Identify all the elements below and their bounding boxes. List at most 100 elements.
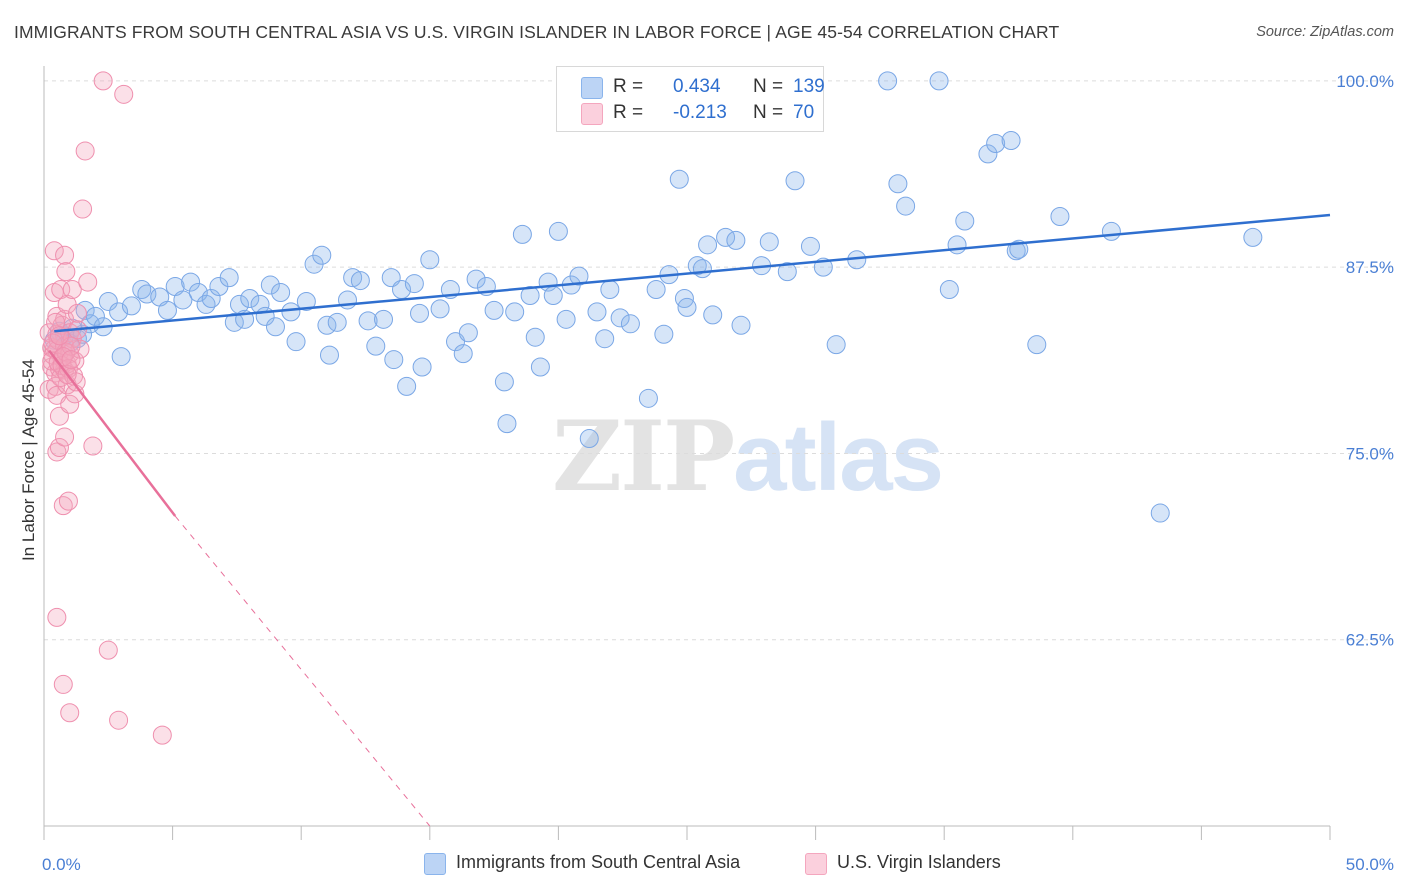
blue-point <box>947 235 967 255</box>
blue-point <box>343 268 363 288</box>
pink-point <box>60 703 80 723</box>
blue-point <box>430 299 450 319</box>
blue-point <box>319 345 339 365</box>
blue-point <box>638 388 658 408</box>
r-value: -0.213 <box>673 102 727 123</box>
pink-point <box>83 436 103 456</box>
blue-point <box>955 211 975 231</box>
blue-point <box>181 272 201 292</box>
pink-point <box>53 674 73 694</box>
blue-point <box>271 283 291 303</box>
blue-point <box>800 236 820 256</box>
blue-point <box>98 291 118 311</box>
blue-point <box>188 283 208 303</box>
blue-point <box>458 323 478 343</box>
blue-point <box>698 235 718 255</box>
blue-point <box>1050 207 1070 227</box>
blue-point <box>595 329 615 349</box>
pink-point <box>73 199 93 219</box>
y-tick-label: 87.5% <box>1346 258 1394 277</box>
blue-point <box>397 376 417 396</box>
pink-point <box>114 84 134 104</box>
chart-title: IMMIGRANTS FROM SOUTH CENTRAL ASIA VS U.… <box>14 22 1060 42</box>
blue-point <box>777 262 797 282</box>
blue-point <box>677 297 697 317</box>
y-axis-label: In Labor Force | Age 45-54 <box>19 359 38 561</box>
blue-point <box>826 335 846 355</box>
blue-point <box>281 302 301 322</box>
blue-point <box>358 311 378 331</box>
pink-point <box>55 245 75 265</box>
blue-point <box>173 290 193 310</box>
blue-point <box>404 274 424 294</box>
blue-point <box>600 280 620 300</box>
blue-point <box>896 196 916 216</box>
pink-swatch <box>581 103 603 125</box>
blue-point <box>505 302 525 322</box>
pink-point <box>78 272 98 292</box>
blue-point <box>888 174 908 194</box>
pink-point <box>93 71 113 91</box>
blue-point <box>939 280 959 300</box>
blue-point <box>654 324 674 344</box>
blue-point <box>520 285 540 305</box>
blue-point <box>350 271 370 291</box>
blue-point <box>312 245 332 265</box>
pink-point <box>44 241 64 261</box>
blue-point <box>201 288 221 308</box>
blue-point <box>1150 503 1170 523</box>
r-label: R = <box>613 76 644 97</box>
blue-point <box>556 309 576 329</box>
blue-point <box>296 291 316 311</box>
blue-trend-line <box>54 213 1331 333</box>
pink-point <box>75 141 95 161</box>
blue-point <box>1001 131 1021 151</box>
blue-point <box>548 221 568 241</box>
blue-point <box>543 285 563 305</box>
blue-point <box>137 284 157 304</box>
blue-point <box>587 302 607 322</box>
blue-swatch <box>424 853 446 875</box>
y-tick-label: 100.0% <box>1336 72 1394 91</box>
blue-point <box>687 256 707 276</box>
pink-point <box>61 350 81 370</box>
blue-point <box>669 169 689 189</box>
blue-point <box>219 268 239 288</box>
blue-point <box>530 357 550 377</box>
blue-point <box>412 357 432 377</box>
n-label: N = <box>753 76 784 97</box>
x-tick-label: 50.0% <box>1346 855 1394 874</box>
blue-point <box>569 266 589 286</box>
stats-legend: R = 0.434 N = 139 R = -0.213 N = 70 <box>556 66 825 132</box>
blue-point <box>111 347 131 367</box>
blue-point <box>579 429 599 449</box>
blue-point <box>260 275 280 295</box>
pink-point <box>49 437 69 457</box>
blue-point <box>453 344 473 364</box>
blue-point <box>327 312 347 332</box>
pink-point <box>152 725 172 745</box>
blue-point <box>265 317 285 337</box>
blue-point <box>703 305 723 325</box>
r-label: R = <box>613 102 644 123</box>
watermark: ZIPatlas <box>552 400 944 513</box>
y-tick-label: 75.0% <box>1346 444 1394 463</box>
pink-point <box>109 710 129 730</box>
blue-point <box>731 315 751 335</box>
pink-swatch <box>805 853 827 875</box>
blue-point <box>121 296 141 316</box>
n-value: 139 <box>793 76 825 97</box>
blue-point <box>759 232 779 252</box>
watermark-zip: ZIP <box>552 400 735 513</box>
legend-label: Immigrants from South Central Asia <box>456 852 741 872</box>
blue-point <box>466 269 486 289</box>
blue-point <box>986 133 1006 153</box>
blue-point <box>525 327 545 347</box>
pink-trend-line <box>48 349 177 517</box>
blue-point <box>410 303 430 323</box>
blue-point <box>1027 335 1047 355</box>
blue-point <box>497 414 517 434</box>
blue-point <box>157 300 177 320</box>
blue-point <box>726 230 746 250</box>
